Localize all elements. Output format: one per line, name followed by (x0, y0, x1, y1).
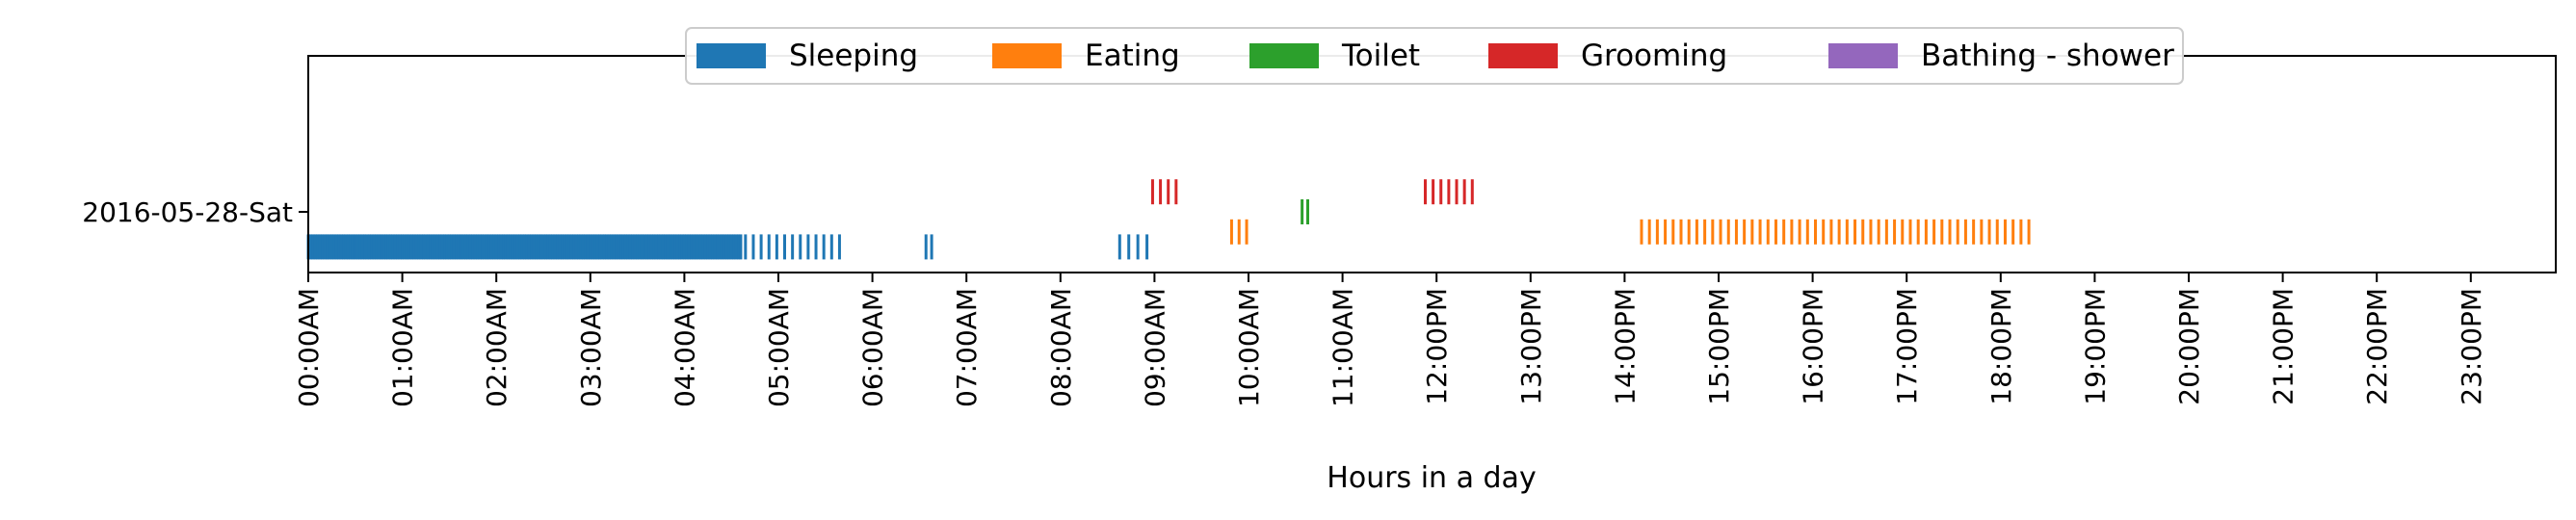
x-tick-label: 11:00AM (1327, 288, 1359, 407)
x-tick-label: 09:00AM (1139, 288, 1170, 407)
legend-swatch (1828, 43, 1898, 68)
x-tick-label: 02:00AM (481, 288, 513, 407)
legend-label: Sleeping (789, 39, 918, 73)
x-tick-label: 17:00PM (1891, 288, 1923, 405)
x-tick-label: 13:00PM (1515, 288, 1547, 405)
x-tick-label: 20:00PM (2173, 288, 2205, 405)
x-tick-label: 16:00PM (1798, 288, 1829, 405)
legend-label: Eating (1085, 39, 1180, 73)
y-tick-label: 2016-05-28-Sat (82, 196, 293, 228)
x-tick-label: 08:00AM (1045, 288, 1077, 407)
legend-swatch (1488, 43, 1558, 68)
legend-label: Toilet (1341, 39, 1420, 73)
x-tick-label: 15:00PM (1703, 288, 1735, 405)
x-tick-label: 21:00PM (2268, 288, 2300, 405)
x-tick-label: 06:00AM (857, 288, 889, 407)
chart-marks (306, 179, 2031, 260)
x-tick-label: 03:00AM (575, 288, 607, 407)
x-axis-ticks: 00:00AM 01:00AM 02:00AM 03:00AM 04:00AM 05:00… (293, 273, 2487, 407)
x-tick-label: 23:00PM (2456, 288, 2487, 405)
legend-swatch (1249, 43, 1319, 68)
legend-label: Bathing - shower (1921, 39, 2174, 73)
x-tick-label: 04:00AM (669, 288, 700, 407)
legend-box (685, 27, 2184, 85)
x-tick-label: 07:00AM (951, 288, 983, 407)
x-tick-label: 18:00PM (1985, 288, 2017, 405)
x-tick-label: 14:00PM (1609, 288, 1641, 405)
x-axis-label: Hours in a day (1327, 461, 1536, 495)
legend-label: Grooming (1581, 39, 1727, 73)
x-tick-label: 19:00PM (2079, 288, 2111, 405)
legend: Sleeping Eating Toilet Grooming Bathing - sh… (685, 27, 2184, 85)
legend-swatch (992, 43, 1062, 68)
x-tick-label: 12:00PM (1421, 288, 1453, 405)
x-tick-label: 22:00PM (2361, 288, 2393, 405)
x-tick-label: 10:00AM (1233, 288, 1265, 407)
legend-swatch (697, 43, 766, 68)
x-tick-label: 05:00AM (763, 288, 795, 407)
x-tick-label: 01:00AM (387, 288, 419, 407)
x-tick-label: 00:00AM (293, 288, 325, 407)
y-axis-ticks: 2016-05-28-Sat (82, 196, 308, 228)
